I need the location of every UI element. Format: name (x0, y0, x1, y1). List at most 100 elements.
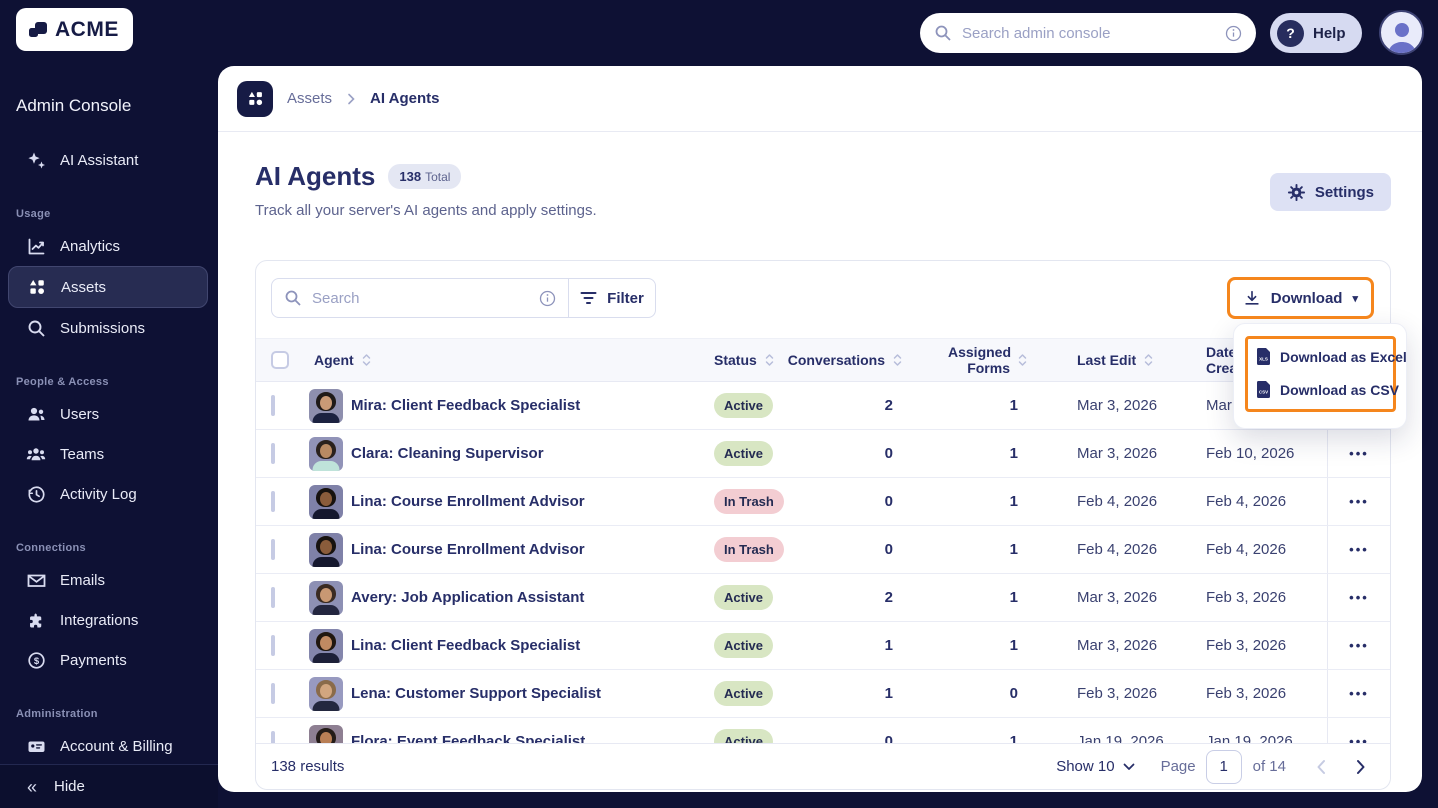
column-header-assigned-forms: Assigned Forms (948, 343, 1012, 376)
sidebar-item-label: Analytics (60, 237, 121, 255)
status-badge: Active (714, 633, 774, 658)
page-label: Page (1160, 758, 1196, 775)
agent-avatar (309, 580, 343, 615)
previous-page-button[interactable] (1316, 759, 1326, 775)
table-header-row: Agent Status Conversations Assigned Form… (256, 338, 1390, 382)
admin-search-bar[interactable] (920, 13, 1256, 53)
row-actions-button[interactable]: ••• (1349, 494, 1369, 509)
user-avatar-button[interactable] (1379, 10, 1424, 55)
row-checkbox[interactable] (271, 538, 275, 560)
page-title: AI Agents (255, 161, 376, 191)
row-actions-button[interactable]: ••• (1349, 734, 1369, 745)
admin-search-input[interactable] (962, 24, 1215, 42)
sidebar-item-users[interactable]: Users (0, 394, 218, 434)
sidebar-item-analytics[interactable]: Analytics (0, 226, 218, 266)
download-button[interactable]: Download ▾ (1226, 277, 1374, 319)
sidebar-item-emails[interactable]: Emails (0, 560, 218, 600)
billing-card-icon (26, 737, 46, 756)
sort-icon[interactable] (891, 353, 904, 367)
row-actions-button[interactable]: ••• (1349, 446, 1369, 461)
sidebar-item-label: AI Assistant (60, 151, 139, 169)
sidebar-item-teams[interactable]: Teams (0, 434, 218, 474)
puzzle-icon (26, 611, 46, 630)
question-icon: ? (1277, 19, 1304, 47)
sort-icon[interactable] (360, 353, 373, 367)
row-checkbox[interactable] (271, 730, 275, 745)
conversations-value: 1 (884, 685, 893, 702)
info-icon[interactable] (539, 290, 556, 307)
sidebar-item-label: Payments (60, 651, 127, 669)
acme-logo[interactable]: ACME (16, 8, 133, 51)
row-actions-button[interactable]: ••• (1349, 686, 1369, 701)
row-checkbox[interactable] (271, 442, 275, 464)
sidebar-item-submissions[interactable]: Submissions (0, 308, 218, 348)
agent-avatar (309, 484, 343, 519)
sidebar-section-administration: Administration (16, 708, 98, 720)
agent-name: Mira: Client Feedback Specialist (351, 397, 581, 414)
breadcrumb-assets-link[interactable]: Assets (287, 90, 333, 107)
table-search-input[interactable] (312, 289, 529, 307)
row-checkbox[interactable] (271, 394, 275, 416)
sidebar-section-connections: Connections (16, 542, 86, 554)
hide-label: Hide (54, 778, 85, 795)
filter-button[interactable]: Filter (569, 279, 655, 317)
assigned-forms-value: 0 (1009, 685, 1018, 702)
settings-button[interactable]: Settings (1269, 173, 1391, 211)
topbar: ACME ? Help (0, 0, 1438, 66)
assigned-forms-value: 1 (1009, 589, 1018, 606)
table-row: Lina: Course Enrollment Advisor In Trash… (256, 478, 1390, 526)
acme-logo-text: ACME (55, 17, 119, 41)
menu-item-label: Download as CSV (1280, 381, 1400, 398)
info-icon[interactable] (1225, 25, 1242, 42)
sidebar-hide-button[interactable]: « Hide (0, 764, 218, 808)
sort-icon[interactable] (763, 353, 776, 367)
collapse-chevrons-icon: « (27, 776, 38, 797)
table-body: Mira: Client Feedback Specialist Active … (256, 382, 1390, 745)
sidebar-item-label: Users (60, 405, 100, 423)
sort-icon[interactable] (1142, 353, 1155, 367)
sidebar-section-people-access: People & Access (16, 376, 109, 388)
sort-icon[interactable] (1016, 353, 1029, 367)
row-actions-button[interactable]: ••• (1349, 542, 1369, 557)
menu-item-download-excel[interactable]: XLS Download as Excel (1256, 348, 1407, 365)
table-search[interactable] (272, 279, 568, 317)
agent-name: Clara: Cleaning Supervisor (351, 445, 544, 462)
dollar-circle-icon: $ (26, 651, 46, 670)
download-icon (1243, 289, 1261, 307)
agent-avatar (309, 724, 343, 745)
page-number-input[interactable] (1205, 749, 1242, 784)
sidebar-item-label: Account & Billing (60, 737, 173, 755)
annotation-highlight-box: XLS Download as Excel CSV Download as CS… (1245, 336, 1407, 412)
table-footer: 138 results Show 10 Page of 14 (256, 743, 1390, 789)
sidebar-item-account-billing[interactable]: Account & Billing (0, 726, 218, 766)
row-checkbox[interactable] (271, 490, 275, 512)
select-all-checkbox[interactable] (271, 351, 289, 369)
file-xls-icon: XLS (1256, 348, 1271, 365)
agent-name: Lina: Client Feedback Specialist (351, 637, 581, 654)
page-size-select[interactable]: Show 10 (1056, 758, 1134, 775)
acme-logo-icon (26, 18, 50, 42)
agent-avatar (309, 676, 343, 711)
sidebar-item-assets[interactable]: Assets (8, 266, 208, 308)
sidebar-item-label: Integrations (60, 611, 139, 629)
row-actions-button[interactable]: ••• (1349, 638, 1369, 653)
filter-label: Filter (607, 289, 644, 307)
sidebar-item-activity-log[interactable]: Activity Log (0, 474, 218, 514)
svg-text:CSV: CSV (1259, 390, 1268, 395)
sidebar-item-integrations[interactable]: Integrations (0, 600, 218, 640)
row-checkbox[interactable] (271, 682, 275, 704)
last-edit-value: Jan 19, 2026 (1077, 733, 1164, 745)
sidebar-item-ai-assistant[interactable]: AI Assistant (0, 140, 218, 180)
help-button[interactable]: ? Help (1270, 13, 1362, 53)
menu-item-download-csv[interactable]: CSV Download as CSV (1256, 381, 1399, 398)
last-edit-value: Mar 3, 2026 (1077, 589, 1158, 606)
row-checkbox[interactable] (271, 634, 275, 656)
row-actions-button[interactable]: ••• (1349, 590, 1369, 605)
sidebar-item-payments[interactable]: $ Payments (0, 640, 218, 680)
agent-avatar (309, 532, 343, 567)
row-checkbox[interactable] (271, 586, 275, 608)
next-page-button[interactable] (1356, 759, 1366, 775)
search-icon (284, 289, 302, 307)
assets-icon (27, 278, 47, 296)
agent-avatar (309, 436, 343, 471)
